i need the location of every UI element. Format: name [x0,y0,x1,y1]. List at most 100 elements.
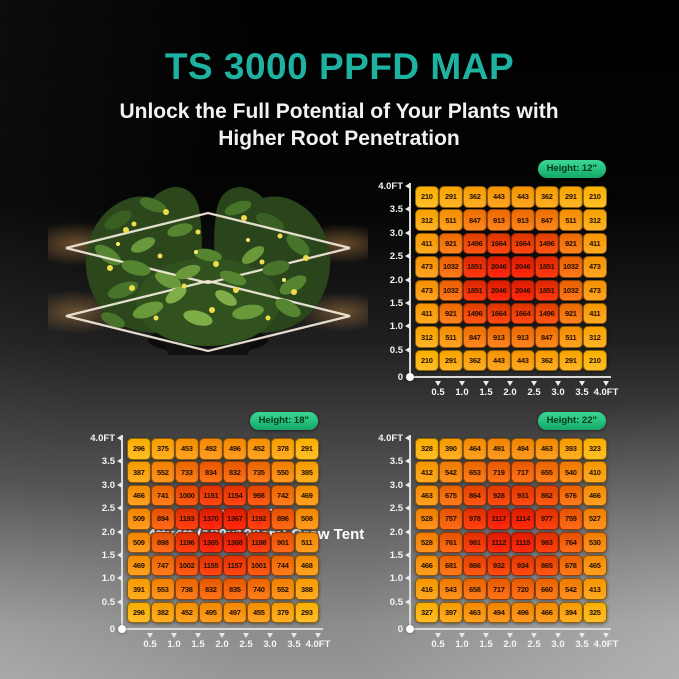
y-axis-label: 4.0FT [378,181,403,192]
ppfd-cell: 981 [463,531,487,554]
ppfd-cell: 720 [511,578,535,600]
y-axis-label: 2.0 [389,274,403,286]
tick-down-icon [507,381,513,386]
ppfd-cell: 511 [439,326,463,348]
ppfd-cell: 494 [511,438,535,460]
y-axis-label: 2.0 [101,526,115,538]
x-axis-label: 4.0FT [305,639,331,650]
ppfd-cell: 1032 [439,279,463,302]
tick-down-icon [531,381,537,386]
ppfd-cell: 210 [583,349,607,372]
y-axis-line [409,183,411,377]
ppfd-cell: 496 [511,601,535,624]
tick-left-icon [117,458,122,465]
ppfd-cell: 678 [559,554,583,577]
x-axis-label: 3.5 [575,639,589,650]
ppfd-cell: 391 [127,578,151,600]
ppfd-cell: 1192 [247,508,271,530]
ppfd-cell: 977 [535,508,559,530]
ppfd-cell: 1157 [223,554,247,577]
x-axis-label: 3.0 [551,639,565,650]
ppfd-cell: 983 [535,531,559,554]
ppfd-cell: 759 [559,508,583,530]
ppfd-cell: 865 [535,554,559,577]
tick-down-icon [555,633,561,638]
tick-left-icon [405,299,410,306]
ppfd-cell: 382 [151,601,175,624]
x-axis-label: 2.5 [239,639,253,650]
ppfd-cell: 1370 [199,508,223,530]
tick-down-icon [579,633,585,638]
ppfd-cell: 443 [511,186,535,208]
ppfd-cell: 898 [151,531,175,554]
x-axis-label: 1.0 [455,639,469,650]
ppfd-cell: 508 [295,508,319,530]
ppfd-cell: 494 [487,601,511,624]
y-axis-label: 0 [397,372,403,383]
ppfd-cell: 528 [415,531,439,554]
ppfd-cell: 530 [583,531,607,554]
ppfd-cell: 932 [487,554,511,577]
ppfd-cell: 655 [535,461,559,483]
y-axis-label: 3.0 [101,479,115,491]
tick-left-icon [405,435,410,441]
tick-down-icon [219,633,225,638]
y-axis-label: 2.5 [101,503,115,515]
tick-down-icon [147,633,153,638]
ppfd-cell: 901 [271,531,295,554]
ppfd-cell: 921 [559,232,583,255]
ppfd-heatmap: Height: 18" 4.0FT 3.5 3.0 2.5 2.0 1.5 1.0 0.5 0 0.… [77,410,342,656]
light-plane-icon [65,211,351,285]
ppfd-cell: 416 [415,578,439,600]
tick-down-icon [483,381,489,386]
tick-left-icon [405,528,410,535]
plants-illustration [24,186,390,358]
ppfd-cell: 1002 [175,554,199,577]
height-badge: Height: 18" [249,412,318,430]
ppfd-cell: 738 [175,578,199,600]
flowers [107,209,309,321]
ppfd-cell: 2046 [487,256,511,278]
ppfd-cell: 540 [559,461,583,483]
ppfd-cell: 1365 [199,531,223,554]
tick-left-icon [405,323,410,330]
ppfd-cell: 312 [415,326,439,348]
ppfd-cell: 1032 [559,256,583,278]
tick-down-icon [315,633,321,638]
tick-down-icon [243,633,249,638]
ppfd-cell: 410 [583,461,607,483]
x-axis-label: 2.0 [503,387,517,398]
ppfd-cell: 473 [415,279,439,302]
ppfd-cell: 1664 [487,232,511,255]
ppfd-cell: 913 [487,209,511,231]
ppfd-cell: 443 [487,349,511,372]
page-title: TS 3000 PPFD MAP [164,46,515,87]
ppfd-cell: 463 [415,484,439,507]
ppfd-cell: 385 [295,461,319,483]
x-axis-label: 1.0 [167,639,181,650]
ppfd-cell: 412 [415,461,439,483]
tick-left-icon [405,551,410,558]
tick-left-icon [405,229,410,236]
tick-left-icon [117,575,122,582]
ppfd-cell: 735 [247,461,271,483]
y-axis-label: 0.5 [101,596,115,608]
ppfd-cell: 291 [559,186,583,208]
ppfd-cell: 742 [271,484,295,507]
y-axis-label: 0.5 [389,344,403,356]
ppfd-cell: 362 [535,186,559,208]
y-axis-label: 4.0FT [378,433,403,444]
ppfd-cell: 466 [415,554,439,577]
x-axis-label: 0.5 [431,387,445,398]
ppfd-cell: 387 [127,461,151,483]
tick-left-icon [117,481,122,488]
ppfd-cell: 653 [463,461,487,483]
ppfd-cell: 291 [439,349,463,372]
ppfd-cell: 998 [247,484,271,507]
ppfd-cell: 509 [127,508,151,530]
x-axis-label: 2.0 [503,639,517,650]
tick-down-icon [483,633,489,638]
ppfd-cell: 2046 [511,256,535,278]
ppfd-cell: 1032 [559,279,583,302]
